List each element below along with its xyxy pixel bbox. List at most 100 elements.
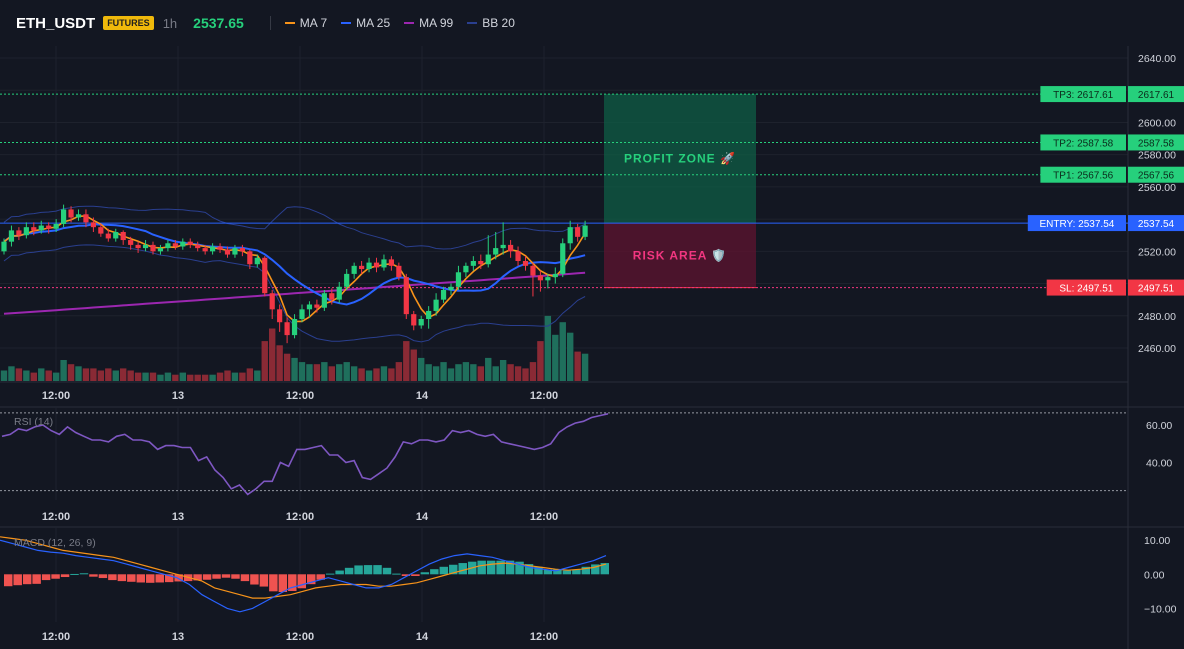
macd-histogram-bar (164, 574, 174, 583)
ma99-line (3, 271, 586, 315)
indicator-bb20[interactable]: BB 20 (467, 16, 515, 30)
price-tick-label: 2460.00 (1138, 343, 1176, 355)
volume-bar (470, 364, 477, 381)
indicator-ma25[interactable]: MA 25 (341, 16, 390, 30)
candle-body (299, 309, 305, 319)
volume-bar (142, 372, 149, 381)
volume-bar (194, 374, 201, 381)
macd-histogram-bar (439, 566, 449, 575)
sl-label-box (1046, 279, 1126, 296)
price-tick-label: 2640.00 (1138, 53, 1176, 65)
volume-bar (45, 370, 52, 381)
volume-bar (75, 366, 82, 381)
candle-body (485, 254, 491, 265)
price-tick-label: 2520.00 (1138, 246, 1176, 258)
candle-body (187, 241, 193, 245)
macd-histogram-bar (515, 561, 524, 575)
tp2-axis-tag (1128, 134, 1184, 151)
tp2-label-box (1040, 134, 1126, 151)
volume-bar (537, 341, 544, 381)
time-tick-label: 13 (172, 631, 184, 643)
volume-bar (306, 364, 313, 381)
candle-body (373, 262, 380, 268)
macd-histogram-bar (572, 569, 581, 575)
candle-body (46, 225, 52, 229)
macd-histogram-bar (250, 574, 259, 585)
volume-bar (231, 372, 239, 381)
candle-body (508, 244, 514, 252)
volume-bar (23, 370, 30, 381)
macd-histogram-bar (193, 574, 202, 581)
candle-body (463, 265, 469, 273)
candle-body (411, 314, 417, 326)
candle-body (210, 246, 216, 252)
volume-bar (395, 362, 403, 381)
sl-axis-value: 2497.51 (1138, 284, 1175, 295)
candle-body (388, 259, 394, 266)
ma25-swatch (341, 22, 352, 24)
volume-bar (552, 334, 559, 381)
volume-bar (201, 374, 209, 381)
indicator-ma99[interactable]: MA 99 (404, 16, 453, 30)
volume-bar (462, 362, 470, 381)
candle-body (90, 222, 96, 228)
macd-histogram-bar (212, 574, 221, 579)
candle-body (128, 240, 134, 245)
volume-bar (350, 366, 358, 381)
candle-body (426, 310, 432, 319)
macd-histogram-bar (221, 574, 231, 578)
timeframe-label[interactable]: 1h (162, 15, 178, 31)
macd-histogram-bar (505, 560, 515, 575)
volume-bar (246, 368, 254, 381)
bb20-label: BB 20 (482, 16, 515, 30)
candle-body (321, 293, 327, 308)
profit-zone (604, 94, 756, 224)
candle-body (31, 227, 37, 231)
candle-body (381, 259, 387, 268)
time-tick-label: 12:00 (42, 511, 70, 523)
volume-bar (336, 364, 343, 381)
macd-histogram-bar (240, 574, 250, 582)
symbol-name[interactable]: ETH_USDT (16, 14, 96, 32)
macd-histogram-bar (373, 565, 382, 575)
macd-histogram-bar (477, 560, 486, 575)
macd-histogram-bar (22, 574, 32, 585)
volume-bar (149, 372, 157, 381)
candle-body (247, 251, 253, 265)
candle-body (83, 214, 89, 223)
candle-body (53, 223, 59, 229)
time-tick-label: 12:00 (530, 631, 558, 643)
ma7-swatch (284, 22, 295, 24)
candle-body (366, 262, 372, 270)
volume-bar (283, 353, 291, 381)
volume-bar (127, 370, 134, 381)
volume-bar (224, 370, 231, 381)
candle-body (515, 251, 521, 261)
candle-body (113, 232, 119, 239)
rsi-line (1, 413, 609, 496)
candle-body (254, 257, 260, 265)
indicator-ma7[interactable]: MA 7 (284, 16, 327, 30)
candle-body (470, 261, 476, 266)
candle-body (582, 225, 588, 237)
candle-body (560, 243, 566, 274)
time-tick-label: 12:00 (42, 390, 70, 402)
macd-histogram-bar (420, 572, 430, 575)
macd-histogram-bar (13, 574, 22, 586)
volume-bar (134, 372, 142, 381)
volume-bar (0, 370, 8, 381)
time-tick-label: 14 (416, 631, 429, 643)
macd-line (0, 539, 607, 613)
last-price: 2537.65 (193, 15, 244, 31)
macd-histogram-bar (259, 574, 269, 587)
macd-histogram-bar (41, 574, 51, 581)
macd-histogram-bar (553, 569, 562, 575)
candle-body (291, 319, 298, 336)
volume-bar (358, 368, 365, 381)
macd-histogram-bar (430, 569, 439, 575)
candle-body (68, 209, 74, 218)
time-tick-label: 13 (172, 511, 184, 523)
time-tick-label: 12:00 (42, 631, 70, 643)
